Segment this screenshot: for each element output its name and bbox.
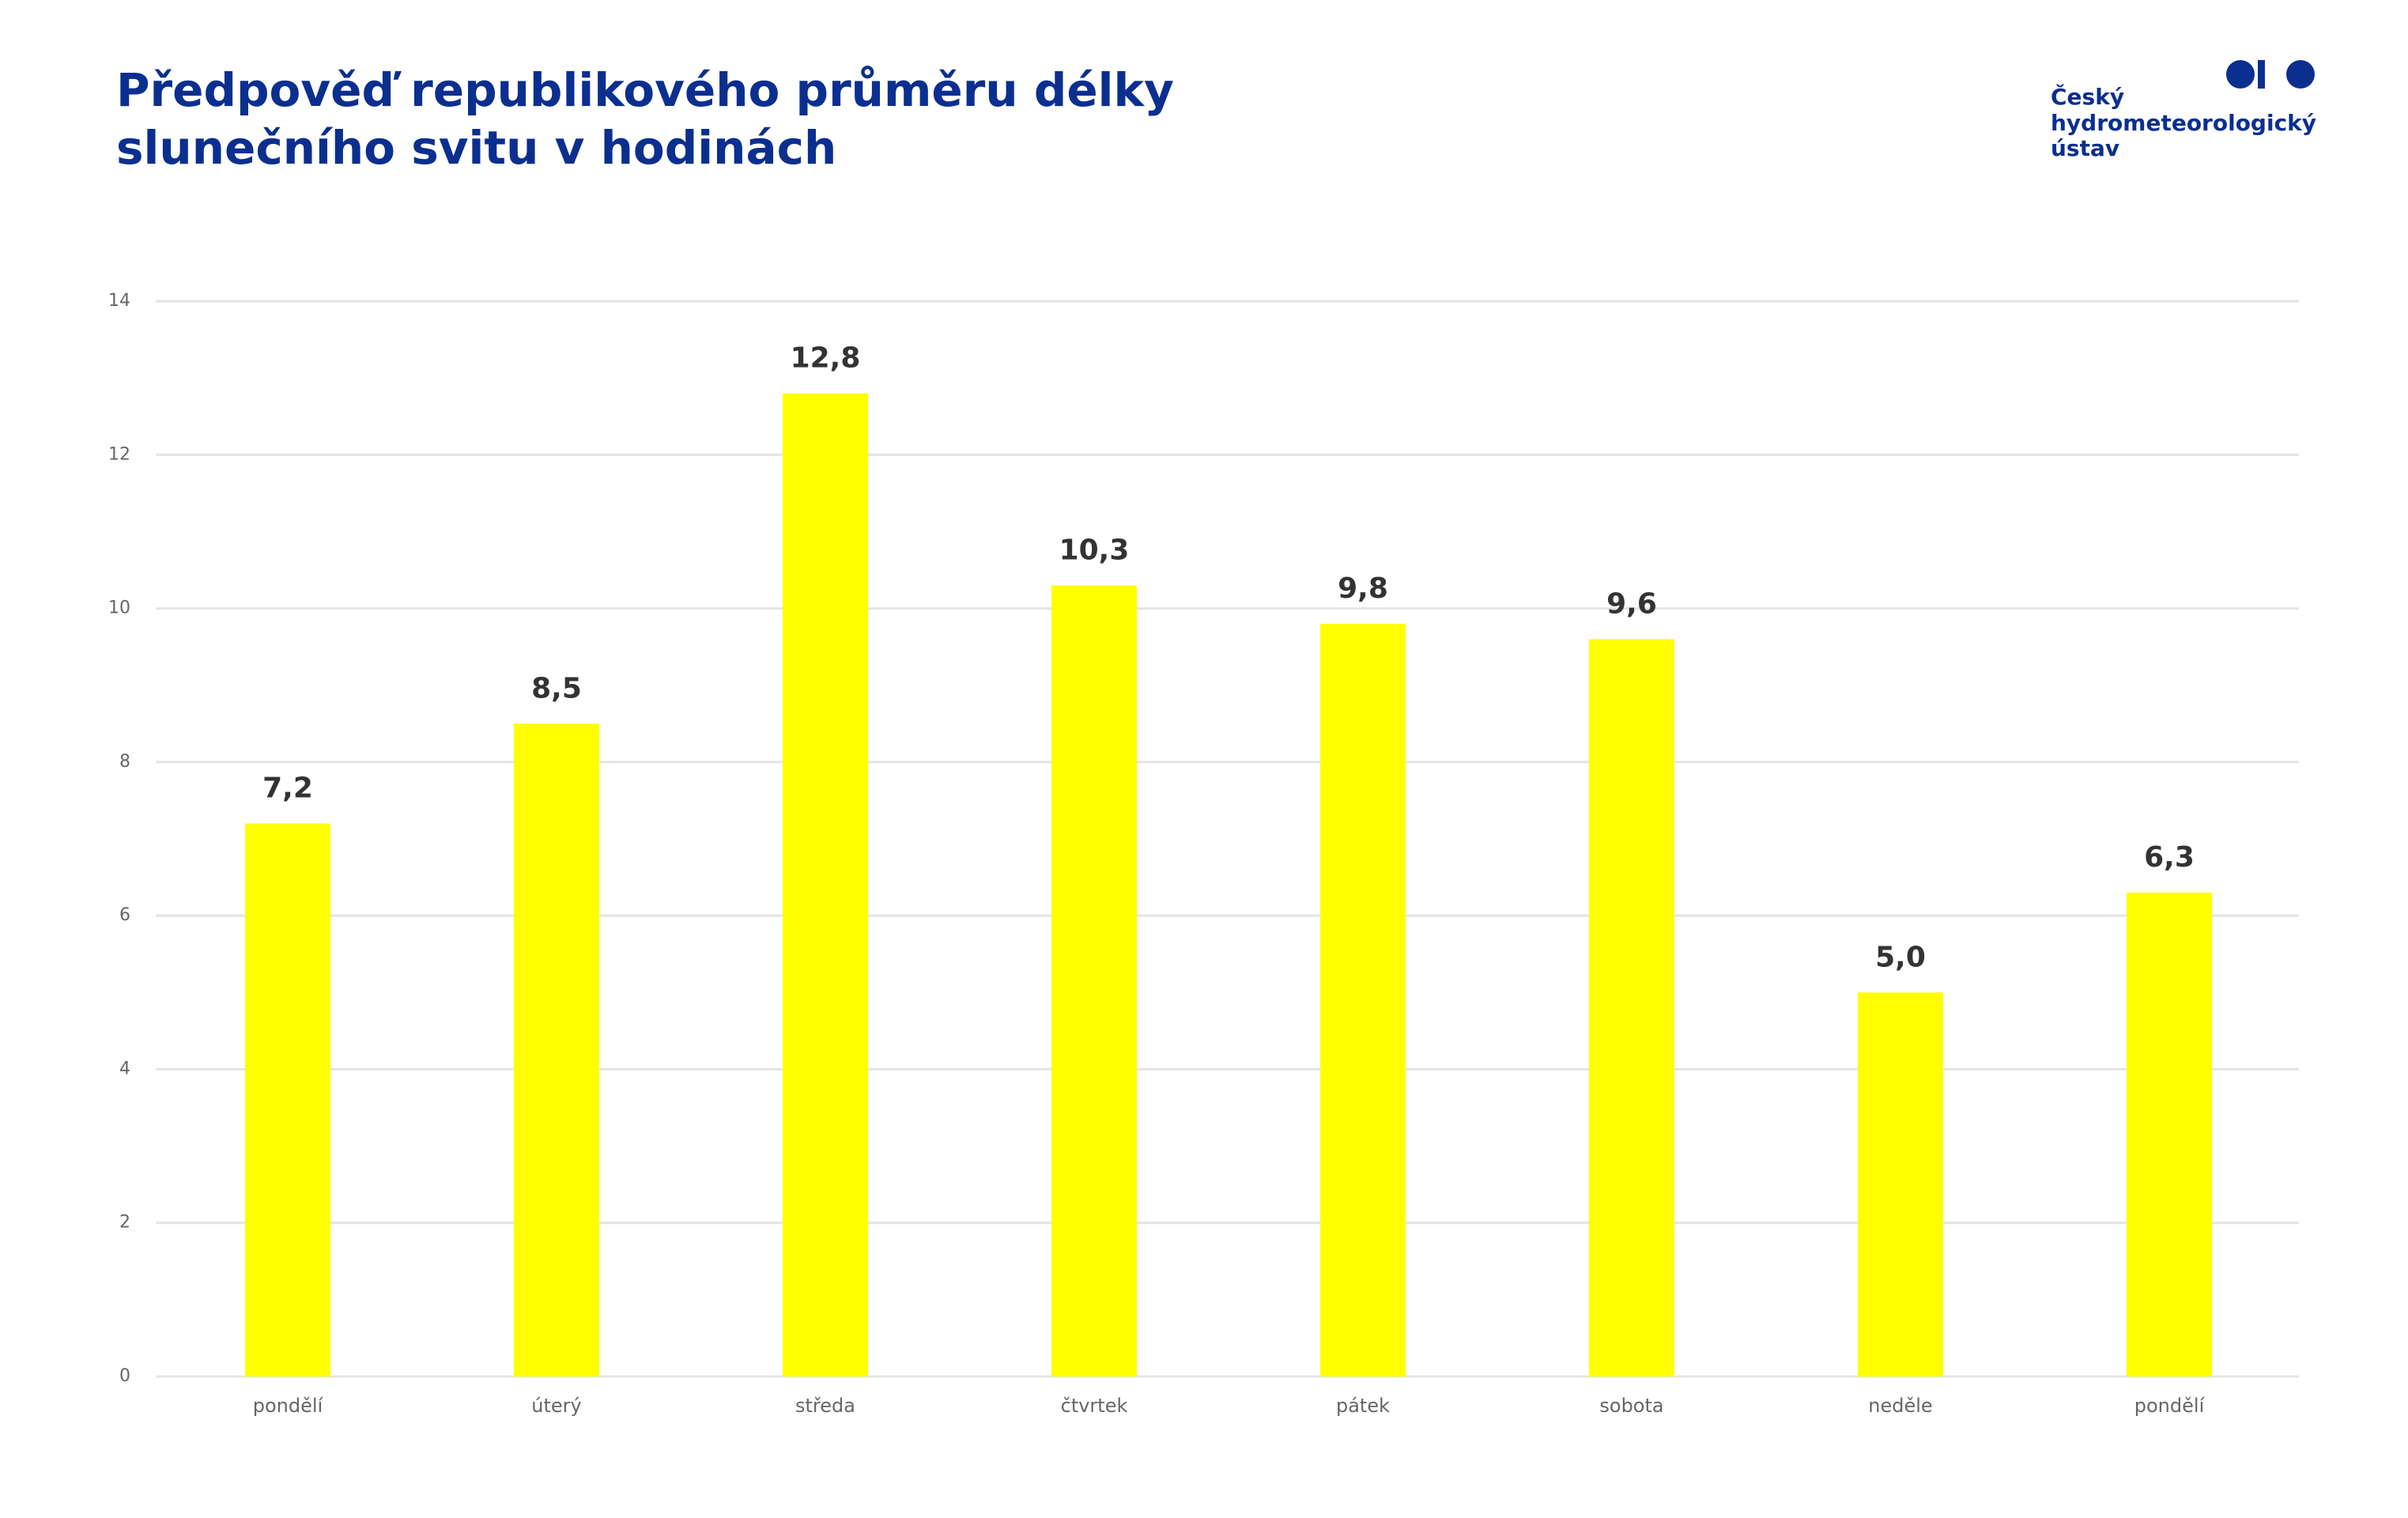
x-tick-label: sobota bbox=[1599, 1395, 1663, 1417]
value-label: 6,3 bbox=[2144, 841, 2195, 874]
x-tick-label: pondělí bbox=[253, 1395, 324, 1417]
bar bbox=[514, 723, 599, 1376]
logo-dot bbox=[2226, 60, 2255, 89]
y-tick-label: 2 bbox=[119, 1213, 130, 1233]
y-tick-label: 14 bbox=[108, 291, 130, 311]
logo: Český hydrometeorologický ústav bbox=[2051, 60, 2316, 161]
value-label: 9,6 bbox=[1606, 587, 1657, 620]
logo-dot bbox=[2286, 60, 2315, 89]
y-tick-label: 12 bbox=[108, 444, 130, 464]
bar bbox=[1051, 585, 1137, 1376]
x-tick-label: pátek bbox=[1336, 1395, 1390, 1417]
x-tick-label: neděle bbox=[1868, 1395, 1932, 1417]
value-label: 5,0 bbox=[1875, 941, 1926, 973]
x-tick-label: pondělí bbox=[2134, 1395, 2206, 1417]
y-tick-label: 10 bbox=[108, 599, 130, 618]
y-tick-label: 0 bbox=[119, 1366, 130, 1386]
logo-text: ústav bbox=[2051, 135, 2119, 161]
y-tick-label: 4 bbox=[119, 1059, 130, 1078]
bar bbox=[783, 393, 868, 1377]
value-label: 10,3 bbox=[1059, 534, 1130, 566]
chart-title: Předpověď republikového průměru délky bbox=[116, 63, 1174, 117]
bar bbox=[1858, 992, 1943, 1376]
x-tick-label: úterý bbox=[531, 1395, 581, 1417]
bar bbox=[2127, 893, 2212, 1376]
bar bbox=[1320, 624, 1406, 1376]
value-label: 7,2 bbox=[262, 772, 313, 805]
bar bbox=[245, 823, 330, 1376]
x-tick-label: středa bbox=[795, 1395, 855, 1417]
logo-text: hydrometeorologický bbox=[2051, 110, 2316, 136]
y-tick-label: 6 bbox=[119, 905, 130, 925]
value-label: 8,5 bbox=[531, 672, 582, 704]
value-label: 12,8 bbox=[791, 342, 861, 375]
x-tick-label: čtvrtek bbox=[1061, 1395, 1128, 1417]
bar bbox=[1589, 639, 1674, 1376]
logo-text: Český bbox=[2051, 83, 2124, 110]
y-tick-label: 8 bbox=[119, 752, 130, 772]
value-label: 9,8 bbox=[1338, 572, 1388, 605]
logo-bar bbox=[2258, 60, 2265, 89]
chart-title: slunečního svitu v hodinách bbox=[116, 121, 836, 175]
